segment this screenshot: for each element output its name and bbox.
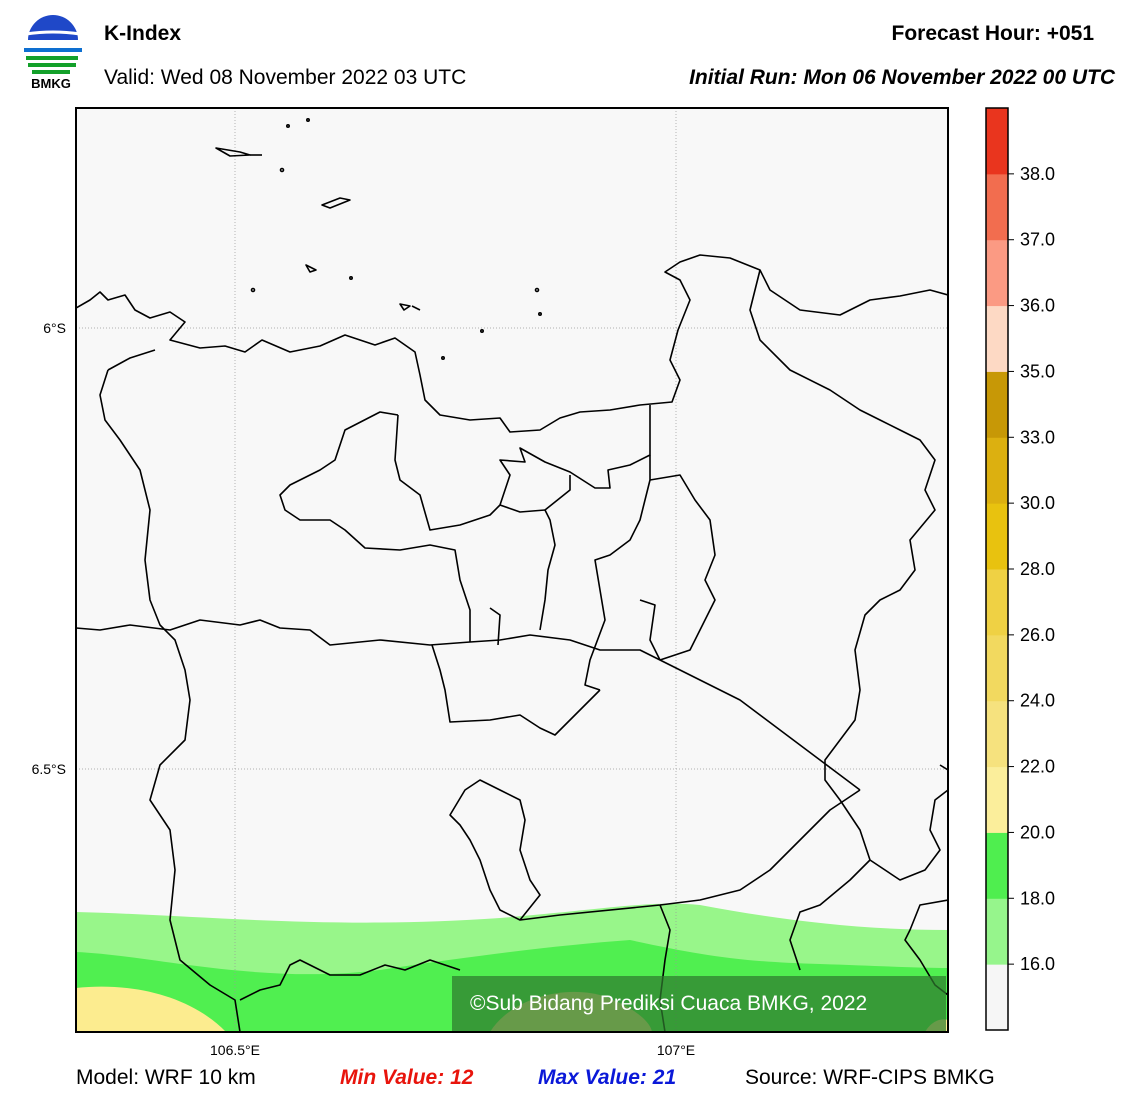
colorbar-swatch (986, 437, 1008, 504)
colorbar-label: 33.0 (1020, 427, 1055, 447)
watermark-box (452, 976, 946, 1032)
colorbar-swatch (986, 108, 1008, 175)
colorbar: 38.0 37.0 36.0 35.0 33.0 30.0 28.0 26.0 24.0 22.0… (985, 107, 1055, 1031)
colorbar-label: 30.0 (1020, 493, 1055, 513)
gridlines (76, 108, 948, 1032)
coastlines-boundaries (76, 118, 948, 1032)
colorbar-swatch (986, 700, 1008, 768)
colorbar-label: 20.0 (1020, 822, 1055, 842)
colorbar-swatch (986, 634, 1008, 702)
valid-time: Valid: Wed 08 November 2022 03 UTC (104, 66, 467, 89)
source-label: Source: WRF-CIPS BMKG (745, 1066, 995, 1089)
lat-label-6s: 6°S (43, 320, 66, 336)
colorbar-swatch (986, 239, 1008, 307)
map-background (76, 108, 948, 1032)
bmkg-logo (24, 15, 82, 74)
colorbar-swatch (986, 766, 1008, 833)
colorbar-label: 28.0 (1020, 559, 1055, 579)
colorbar-label: 18.0 (1020, 888, 1055, 908)
map-frame (75, 107, 949, 1033)
colorbar-swatch (986, 371, 1008, 438)
model-label: Model: WRF 10 km (76, 1066, 256, 1089)
lat-label-6-5s: 6.5°S (32, 761, 66, 777)
colorbar-swatch (986, 964, 1008, 1031)
colorbar-swatch (986, 898, 1008, 965)
watermark: ©Sub Bidang Prediksi Cuaca BMKG, 2022 (470, 992, 867, 1015)
colorbar-label: 16.0 (1020, 954, 1055, 974)
logo-text: BMKG (31, 76, 71, 91)
colorbar-swatch (986, 832, 1008, 899)
lon-label-106-5e: 106.5°E (210, 1042, 260, 1058)
colorbar-label: 24.0 (1020, 691, 1055, 711)
colorbar-label: 22.0 (1020, 757, 1055, 777)
colorbar-label: 37.0 (1020, 230, 1055, 250)
lon-label-107e: 107°E (657, 1042, 695, 1058)
colorbar-swatch (986, 569, 1008, 636)
map-title: K-Index (104, 22, 182, 45)
colorbar-swatch (986, 305, 1008, 372)
kindex-band-20 (76, 986, 226, 1032)
min-value: Min Value: 12 (340, 1066, 474, 1089)
colorbar-label: 35.0 (1020, 361, 1055, 381)
colorbar-swatch (986, 173, 1008, 241)
colorbar-swatch (986, 503, 1008, 570)
initial-run: Initial Run: Mon 06 November 2022 00 UTC (689, 66, 1115, 89)
colorbar-label: 36.0 (1020, 296, 1055, 316)
colorbar-label: 26.0 (1020, 625, 1055, 645)
colorbar-label: 38.0 (1020, 164, 1055, 184)
forecast-hour: Forecast Hour: +051 (891, 22, 1095, 45)
max-value: Max Value: 21 (538, 1066, 677, 1089)
